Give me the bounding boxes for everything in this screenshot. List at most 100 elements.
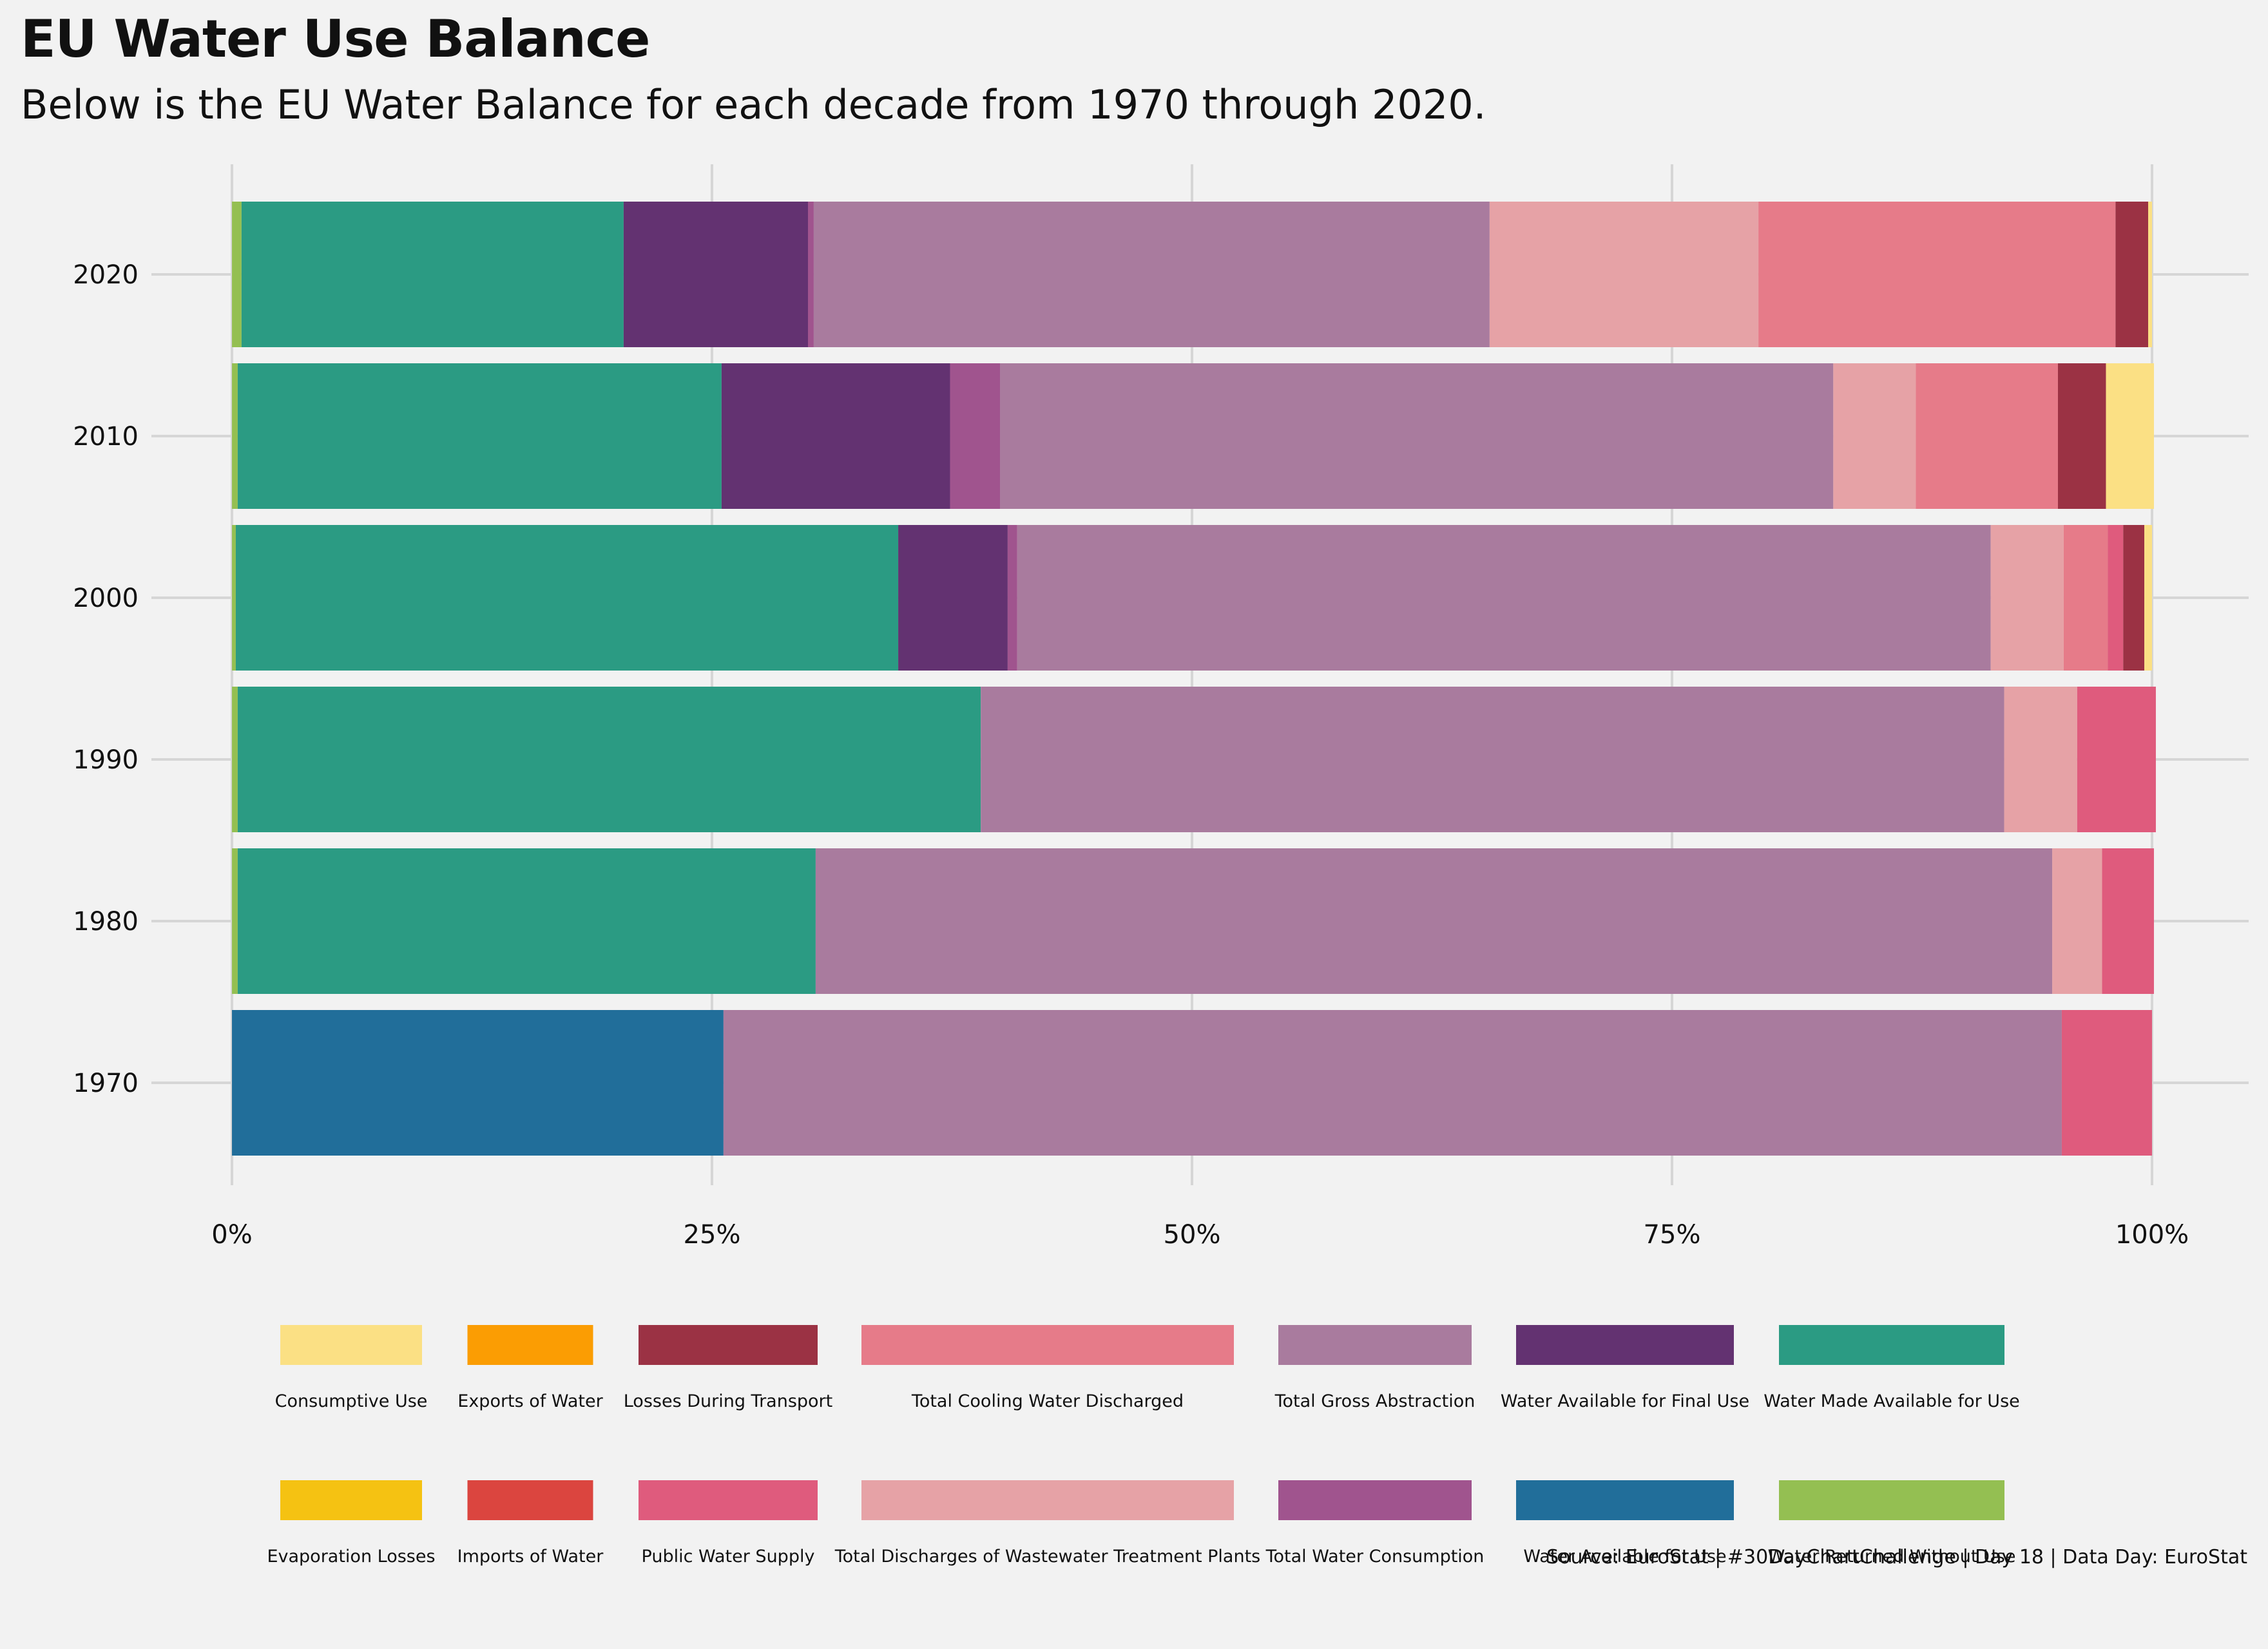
legend-swatch — [1278, 1480, 1472, 1520]
bar-segment — [981, 687, 2004, 832]
bar-segment — [232, 1010, 724, 1156]
source-caption: Source: EuroStat | #30DayChartChallenge … — [1546, 1546, 2247, 1568]
bar-segment — [235, 525, 899, 671]
bar-segment — [2106, 363, 2154, 509]
bar-segment — [237, 848, 816, 994]
legend-label: Water Available for Use — [1523, 1547, 1726, 1567]
bar-segment — [2108, 525, 2124, 671]
bar-segment — [232, 848, 238, 994]
legend-swatch — [1278, 1325, 1472, 1365]
bar-segment — [1990, 525, 2064, 671]
legend: Consumptive Use Exports of Water Losses Du… — [267, 1325, 2020, 1567]
bar-segment — [1758, 202, 2116, 347]
chart-title: EU Water Use Balance — [21, 9, 650, 69]
bar-segment — [808, 202, 814, 347]
axis-layer: 0% 25% 50% 75% 100% 2020 2010 2000 1990 1980 1970 — [73, 260, 2189, 1250]
bar-segment — [1833, 363, 1916, 509]
legend-swatch — [639, 1480, 818, 1520]
bar-segment — [898, 525, 1008, 671]
bar-segment — [2102, 848, 2154, 994]
bar-segment — [815, 848, 2053, 994]
y-tick-label: 1990 — [73, 745, 139, 775]
legend-item: Consumptive Use — [275, 1325, 428, 1411]
legend-item: Public Water Supply — [639, 1480, 818, 1567]
bar-segment — [721, 363, 950, 509]
legend-swatch — [280, 1480, 422, 1520]
legend-swatch — [1779, 1325, 2004, 1365]
chart-subtitle: Below is the EU Water Balance for each d… — [21, 81, 1486, 128]
legend-swatch — [1516, 1480, 1734, 1520]
legend-item: Exports of Water — [457, 1325, 604, 1411]
legend-item: Water Returned Without Use — [1768, 1480, 2016, 1567]
x-tick-label: 0% — [211, 1220, 252, 1250]
legend-label: Public Water Supply — [642, 1547, 815, 1567]
legend-item: Water Available for Final Use — [1501, 1325, 1749, 1411]
legend-swatch — [861, 1480, 1234, 1520]
legend-label: Water Made Available for Use — [1763, 1391, 2020, 1411]
legend-item: Imports of Water — [457, 1480, 604, 1567]
legend-label: Total Water Consumption — [1265, 1547, 1485, 1567]
bar-segment — [2077, 687, 2156, 832]
legend-swatch — [280, 1325, 422, 1365]
legend-swatch — [861, 1325, 1234, 1365]
legend-swatch — [639, 1325, 818, 1365]
legend-label: Evaporation Losses — [267, 1547, 435, 1567]
legend-item: Total Cooling Water Discharged — [861, 1325, 1234, 1411]
legend-swatch — [1516, 1325, 1734, 1365]
x-tick-label: 75% — [1644, 1220, 1701, 1250]
legend-label: Losses During Transport — [624, 1391, 833, 1411]
bar-segment — [232, 363, 238, 509]
bar-segment — [1000, 363, 1834, 509]
legend-item: Evaporation Losses — [267, 1480, 436, 1567]
y-tick-label: 1970 — [73, 1069, 139, 1098]
bar-segment — [813, 202, 1490, 347]
bar-segment — [232, 202, 242, 347]
legend-label: Total Gross Abstraction — [1274, 1391, 1475, 1411]
legend-label: Exports of Water — [457, 1391, 603, 1411]
legend-swatch — [467, 1480, 593, 1520]
y-tick-label: 2000 — [73, 584, 139, 613]
legend-item: Losses During Transport — [624, 1325, 833, 1411]
bar-segment — [2123, 525, 2145, 671]
y-tick-label: 2010 — [73, 422, 139, 452]
legend-item: Total Discharges of Wastewater Treatment… — [834, 1480, 1261, 1567]
bar-segment — [2052, 848, 2102, 994]
bar-segment — [232, 525, 236, 671]
bar-segment — [241, 202, 624, 347]
legend-item: Water Available for Use — [1516, 1480, 1734, 1567]
y-tick-label: 1980 — [73, 907, 139, 937]
bar-segment — [1916, 363, 2058, 509]
x-tick-label: 100% — [2115, 1220, 2189, 1250]
legend-label: Total Cooling Water Discharged — [911, 1391, 1184, 1411]
bar-segment — [2004, 687, 2077, 832]
bar-segment — [237, 687, 981, 832]
legend-label: Consumptive Use — [275, 1391, 428, 1411]
legend-label: Total Discharges of Wastewater Treatment… — [834, 1547, 1261, 1567]
legend-label: Water Available for Final Use — [1501, 1391, 1749, 1411]
bar-segment — [2144, 525, 2152, 671]
legend-item: Total Water Consumption — [1265, 1480, 1485, 1567]
bar-segment — [2063, 525, 2108, 671]
bar-segment — [2057, 363, 2106, 509]
bar-segment — [723, 1010, 2062, 1156]
bar-segment — [1017, 525, 1991, 671]
bars-layer — [232, 202, 2156, 1156]
x-tick-label: 25% — [684, 1220, 741, 1250]
bar-segment — [2148, 202, 2152, 347]
legend-label: Water Returned Without Use — [1768, 1547, 2016, 1567]
legend-swatch — [467, 1325, 593, 1365]
bar-segment — [2061, 1010, 2152, 1156]
y-tick-label: 2020 — [73, 260, 139, 290]
legend-item: Water Made Available for Use — [1763, 1325, 2020, 1411]
legend-swatch — [1779, 1480, 2004, 1520]
legend-item: Total Gross Abstraction — [1274, 1325, 1475, 1411]
x-tick-label: 50% — [1164, 1220, 1221, 1250]
bar-segment — [232, 687, 238, 832]
bar-segment — [237, 363, 722, 509]
bar-segment — [1007, 525, 1017, 671]
bar-segment — [623, 202, 808, 347]
bar-segment — [950, 363, 1000, 509]
bar-segment — [2115, 202, 2149, 347]
legend-label: Imports of Water — [457, 1547, 604, 1567]
